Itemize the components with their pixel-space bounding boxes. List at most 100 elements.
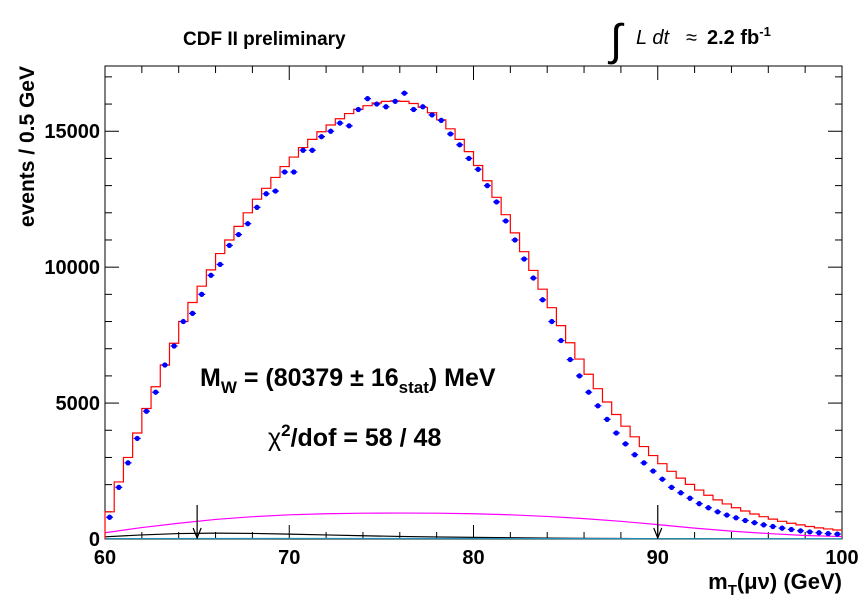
data-point <box>134 435 140 442</box>
data-point <box>641 460 647 466</box>
mass-m: M <box>200 364 221 392</box>
data-point <box>208 272 214 278</box>
data-point <box>797 528 804 534</box>
data-point <box>401 90 408 96</box>
data-point <box>530 275 536 281</box>
x-axis-title: mT(μν) (GeV) <box>708 569 842 597</box>
data-point <box>153 389 159 395</box>
data-point <box>226 242 232 249</box>
luminosity-text: L dt <box>636 27 670 49</box>
luminosity-value: 2.2 fb-1 <box>707 24 771 49</box>
data-point <box>429 112 435 118</box>
data-point <box>549 318 555 325</box>
data-point <box>668 484 675 490</box>
data-point <box>457 142 463 148</box>
data-point <box>180 318 186 325</box>
data-point <box>383 104 389 110</box>
data-point <box>751 520 758 526</box>
data-point <box>650 468 656 474</box>
x-tick-label: 70 <box>278 547 300 569</box>
data-point <box>125 460 131 466</box>
data-point <box>392 98 398 104</box>
x-tick-label: 60 <box>94 547 116 569</box>
axis-ticks <box>104 66 843 540</box>
x-axis-title-rest: (μν) (GeV) <box>737 569 842 594</box>
mass-value: = (80379 ± 16 <box>237 364 399 392</box>
data-point <box>107 514 113 520</box>
data-point <box>687 495 693 501</box>
luminosity-ldt: L dt <box>636 27 670 49</box>
data-point <box>567 356 573 363</box>
data-point <box>807 529 813 535</box>
mass-annotation: MW = (80379 ± 16stat) MeV <box>200 364 496 397</box>
data-point <box>162 362 168 368</box>
chi2-annotation: χ2/dof = 58 / 48 <box>268 421 441 452</box>
data-point <box>825 530 831 537</box>
data-point <box>411 106 417 113</box>
data-point <box>171 343 177 349</box>
y-axis-title: events / 0.5 GeV <box>16 66 39 227</box>
data-point <box>291 169 297 175</box>
fit-range-arrow-head <box>192 527 202 540</box>
data-point <box>659 476 665 482</box>
x-axis-title-sub: T <box>728 582 737 597</box>
luminosity-exponent: -1 <box>759 24 771 39</box>
data-point <box>374 101 380 107</box>
y-tick-label: 15000 <box>44 121 100 143</box>
experiment-label: CDF II preliminary <box>183 29 346 50</box>
data-point <box>282 169 288 175</box>
data-point <box>613 430 619 436</box>
data-point <box>493 199 500 205</box>
chi2-sup: 2 <box>281 421 290 440</box>
fit-range-arrow-head <box>653 527 663 540</box>
data-point <box>466 155 472 162</box>
tick-labels: 60 70 80 90 100 0 5000 10000 15000 <box>44 121 858 569</box>
background-curve <box>104 512 843 538</box>
data-point <box>696 501 702 507</box>
data-point <box>272 188 279 194</box>
data-point <box>632 452 638 458</box>
data-point <box>622 441 629 447</box>
data-point <box>263 191 269 197</box>
background-curves <box>104 512 843 540</box>
data-point <box>484 183 490 189</box>
x-tick-label: 90 <box>647 547 669 569</box>
data-point <box>503 218 509 224</box>
plot-frame <box>104 65 843 540</box>
data-point <box>438 117 444 123</box>
data-point <box>816 530 822 536</box>
data-point <box>678 490 684 496</box>
data-point <box>420 104 426 110</box>
y-tick-label: 5000 <box>56 393 101 415</box>
data-point <box>521 256 527 262</box>
data-point <box>328 128 334 134</box>
data-point <box>788 526 794 533</box>
data-point <box>309 147 315 153</box>
data-point <box>586 389 592 395</box>
chi2-value: /dof = 58 / 48 <box>291 424 442 452</box>
data-point <box>235 231 242 238</box>
luminosity-approx: ≈ <box>686 27 697 49</box>
data-point <box>595 403 601 409</box>
data-point <box>604 416 610 422</box>
data-point <box>539 297 546 303</box>
mass-unit: ) MeV <box>429 364 496 392</box>
data-point <box>724 512 730 518</box>
data-point <box>189 310 196 316</box>
data-point <box>512 237 518 243</box>
integral-symbol: ∫ <box>607 16 625 65</box>
data-points <box>106 90 841 537</box>
data-point <box>364 96 371 102</box>
data-point <box>715 509 721 515</box>
fit-range-markers <box>192 505 663 540</box>
data-point <box>447 131 454 137</box>
x-axis-title-m: m <box>708 569 728 594</box>
data-point <box>318 134 325 140</box>
data-point <box>355 106 361 113</box>
chi2-chi: χ <box>268 424 281 452</box>
data-point <box>770 523 776 530</box>
luminosity-label: ∫ L dt ≈ 2.2 fb-1 <box>607 16 771 65</box>
data-point <box>742 517 748 524</box>
luminosity-number: 2.2 fb <box>707 27 759 49</box>
